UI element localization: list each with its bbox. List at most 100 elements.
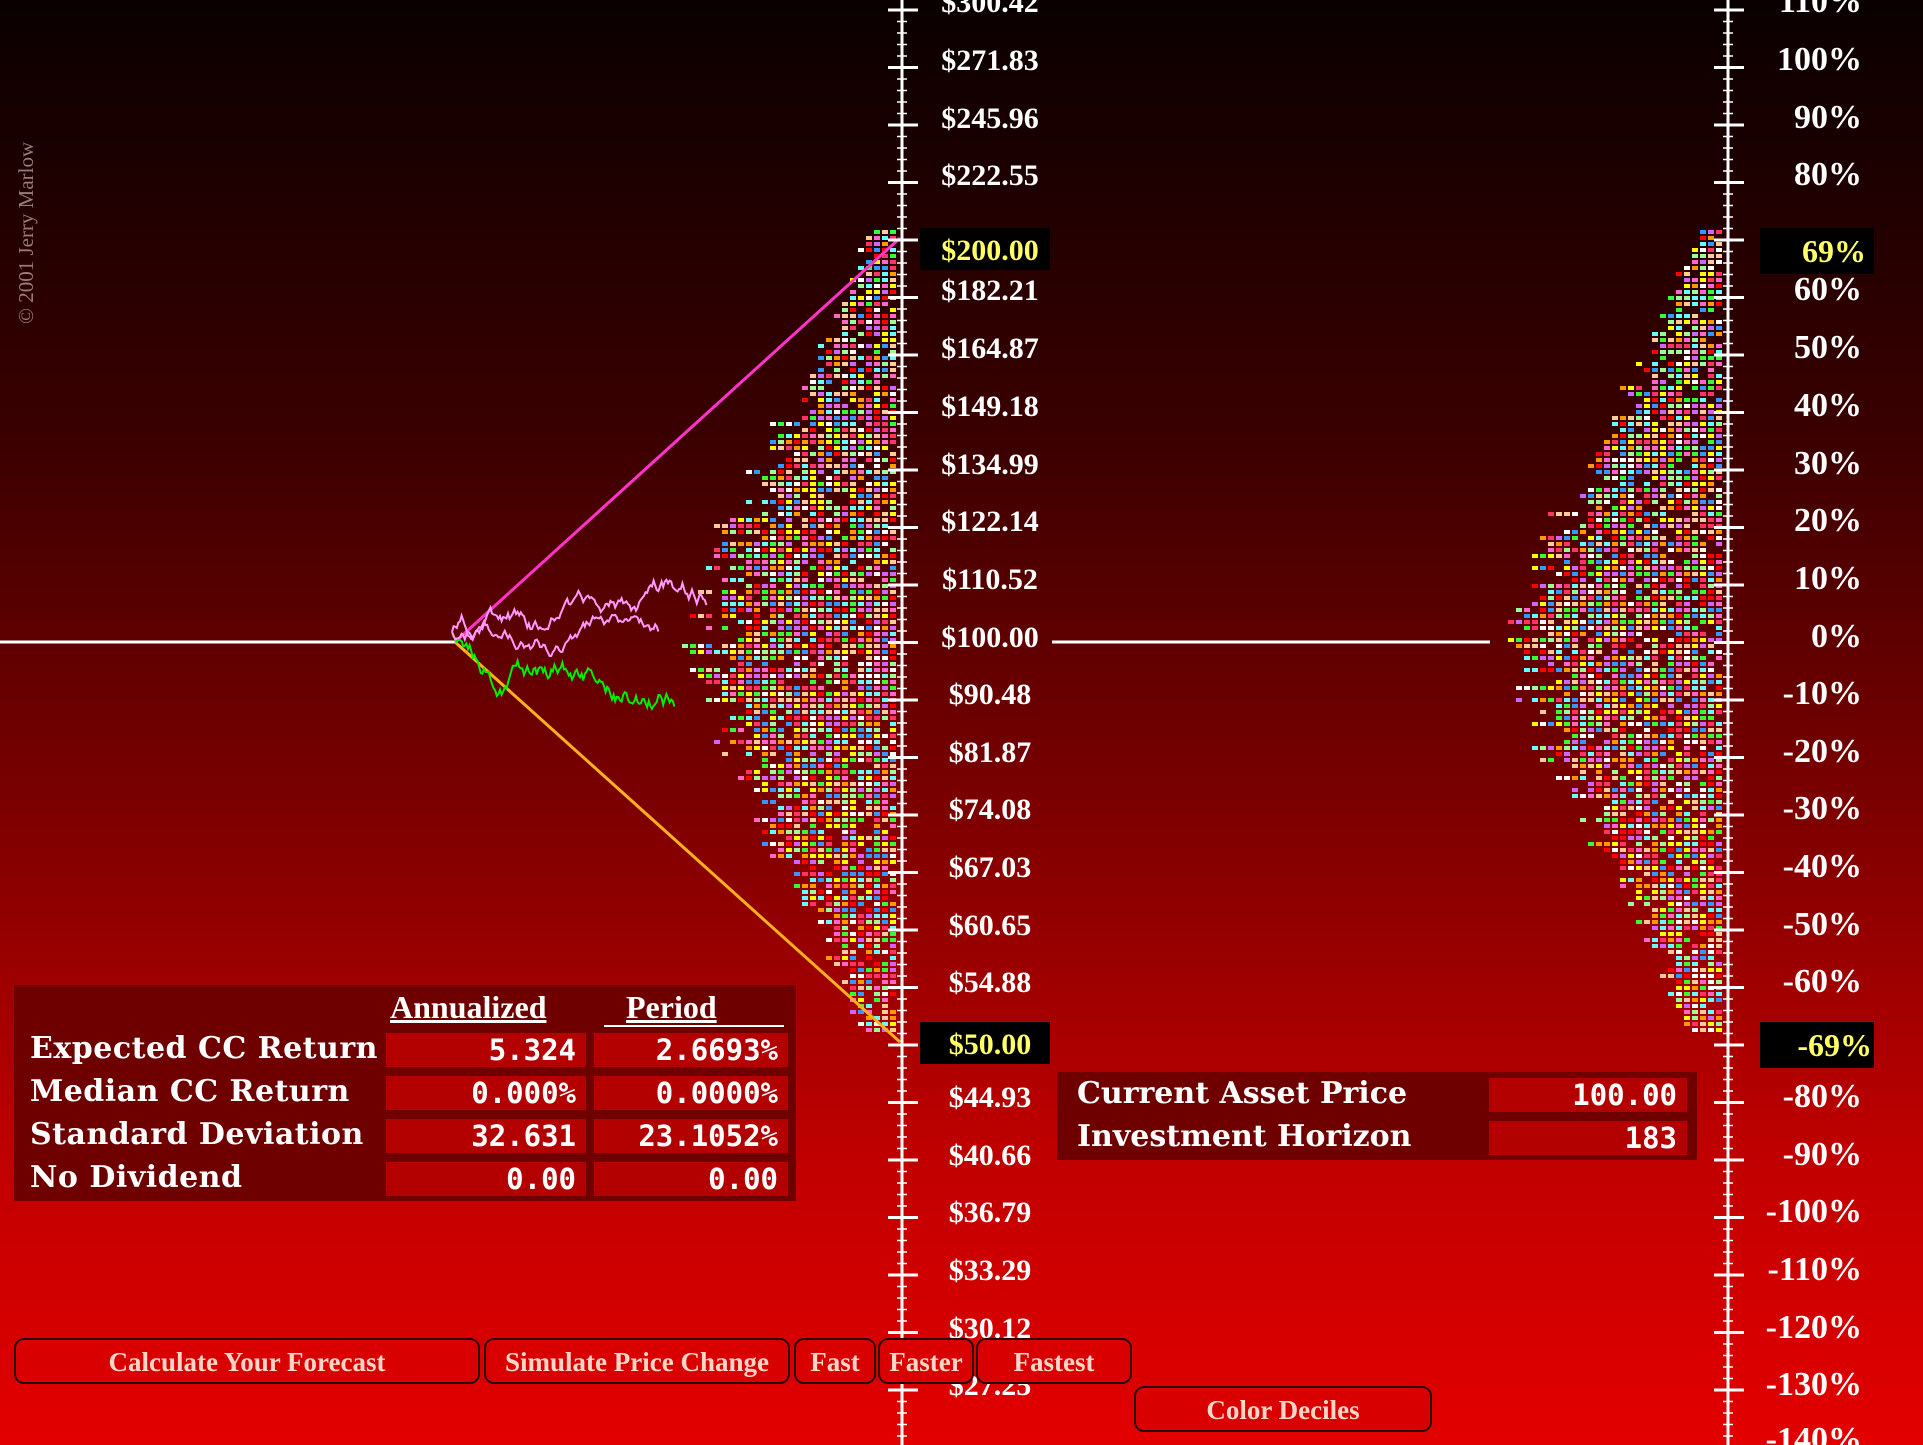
simulate-price-change-button[interactable]: Simulate Price Change [484, 1338, 790, 1384]
histogram-cell [802, 416, 808, 420]
histogram-cell [802, 890, 808, 894]
histogram-cell [778, 578, 784, 582]
histogram-cell [1604, 626, 1610, 630]
histogram-cell [858, 380, 864, 384]
histogram-cell [1612, 458, 1618, 462]
histogram-cell [1684, 428, 1690, 432]
histogram-cell [1676, 650, 1682, 654]
histogram-cell [1644, 638, 1650, 642]
histogram-cell [746, 524, 752, 528]
faster-button[interactable]: Faster [878, 1338, 974, 1384]
histogram-cell [1684, 614, 1690, 618]
histogram-cell [1636, 878, 1642, 882]
histogram-cell [1676, 302, 1682, 306]
histogram-cell [1716, 920, 1722, 924]
histogram-cell [1580, 740, 1586, 744]
histogram-cell [1572, 746, 1578, 750]
histogram-cell [1628, 566, 1634, 570]
histogram-cell [842, 932, 848, 936]
histogram-cell [738, 566, 744, 570]
histogram-cell [842, 578, 848, 582]
histogram-cell [730, 566, 736, 570]
histogram-cell [1684, 866, 1690, 870]
histogram-cell [1676, 332, 1682, 336]
histogram-cell [890, 620, 896, 624]
histogram-cell [834, 374, 840, 378]
histogram-cell [826, 374, 832, 378]
histogram-cell [1668, 650, 1674, 654]
histogram-cell [1692, 764, 1698, 768]
dividend-annualized[interactable]: 0.00 [386, 1162, 586, 1196]
histogram-cell [1716, 818, 1722, 822]
dividend-period[interactable]: 0.00 [594, 1162, 788, 1196]
histogram-cell [850, 902, 856, 906]
histogram-cell [1596, 704, 1602, 708]
histogram-cell [738, 680, 744, 684]
histogram-cell [890, 374, 896, 378]
histogram-cell [866, 446, 872, 450]
histogram-cell [850, 350, 856, 354]
histogram-cell [1604, 842, 1610, 846]
histogram-cell [1716, 884, 1722, 888]
histogram-cell [1700, 656, 1706, 660]
histogram-cell [866, 674, 872, 678]
color-deciles-button[interactable]: Color Deciles [1134, 1386, 1432, 1432]
histogram-cell [1628, 752, 1634, 756]
median-return-period[interactable]: 0.0000% [594, 1076, 788, 1110]
histogram-cell [866, 626, 872, 630]
histogram-cell [874, 716, 880, 720]
fast-button[interactable]: Fast [794, 1338, 876, 1384]
histogram-cell [1716, 806, 1722, 810]
histogram-cell [746, 542, 752, 546]
histogram-cell [1612, 620, 1618, 624]
histogram-cell [1684, 974, 1690, 978]
histogram-cell [1620, 464, 1626, 468]
histogram-cell [1708, 500, 1714, 504]
current-asset-price-field[interactable]: 100.00 [1489, 1078, 1687, 1112]
histogram-cell [834, 650, 840, 654]
std-dev-annualized[interactable]: 32.631 [386, 1119, 586, 1153]
histogram-cell [1668, 908, 1674, 912]
expected-return-period[interactable]: 2.6693% [594, 1033, 788, 1067]
histogram-cell [1532, 620, 1538, 624]
histogram-cell [1636, 710, 1642, 714]
histogram-cell [1708, 896, 1714, 900]
histogram-cell [802, 590, 808, 594]
histogram-cell [850, 968, 856, 972]
histogram-cell [866, 950, 872, 954]
expected-return-annualized[interactable]: 5.324 [386, 1033, 586, 1067]
histogram-cell [890, 1022, 896, 1026]
histogram-cell [1716, 362, 1722, 366]
histogram-cell [794, 506, 800, 510]
histogram-cell [850, 950, 856, 954]
histogram-cell [1660, 380, 1666, 384]
histogram-cell [850, 890, 856, 894]
histogram-cell [874, 374, 880, 378]
histogram-cell [834, 590, 840, 594]
histogram-cell [1644, 836, 1650, 840]
histogram-cell [858, 476, 864, 480]
histogram-cell [1564, 758, 1570, 762]
fastest-button[interactable]: Fastest [976, 1338, 1132, 1384]
histogram-cell [874, 476, 880, 480]
investment-horizon-field[interactable]: 183 [1489, 1121, 1687, 1155]
std-dev-period[interactable]: 23.1052% [594, 1119, 788, 1153]
histogram-cell [866, 734, 872, 738]
histogram-cell [1700, 236, 1706, 240]
histogram-cell [1676, 548, 1682, 552]
histogram-cell [826, 650, 832, 654]
median-return-annualized[interactable]: 0.000% [386, 1076, 586, 1110]
histogram-cell [842, 722, 848, 726]
histogram-cell [1564, 740, 1570, 744]
histogram-cell [1636, 362, 1642, 366]
histogram-cell [1524, 650, 1530, 654]
histogram-cell [890, 506, 896, 510]
calculate-forecast-button[interactable]: Calculate Your Forecast [14, 1338, 480, 1384]
histogram-cell [1716, 626, 1722, 630]
histogram-cell [882, 884, 888, 888]
histogram-cell [1588, 668, 1594, 672]
histogram-cell [1628, 386, 1634, 390]
histogram-cell [1652, 560, 1658, 564]
histogram-cell [842, 980, 848, 984]
histogram-cell [1644, 392, 1650, 396]
